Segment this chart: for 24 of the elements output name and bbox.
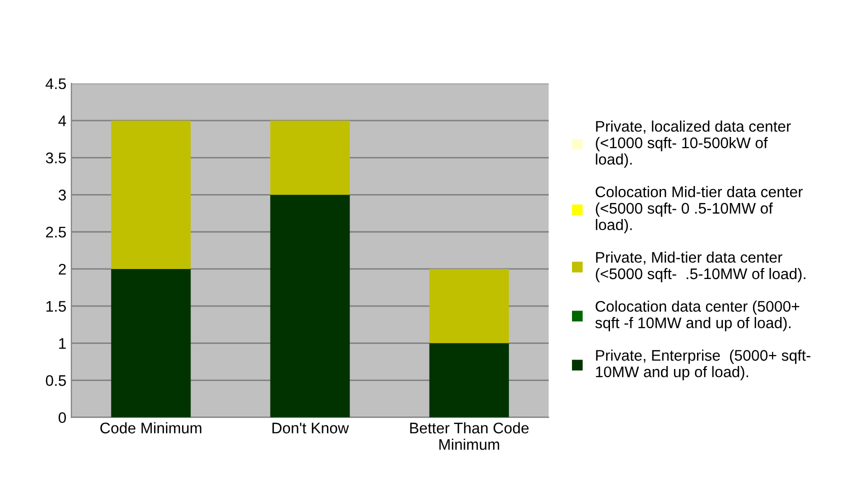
legend-label: Colocation data center (5000+ sqft -f 10MW and up of load). <box>595 300 800 332</box>
bar <box>429 268 509 344</box>
bar <box>270 194 350 418</box>
x-tick-label: Don't Know <box>272 422 349 434</box>
bar <box>111 268 191 418</box>
y-tick-label: 2 <box>58 264 66 275</box>
y-tick-label: 1 <box>59 338 66 349</box>
y-tick-label: 2.5 <box>46 226 66 238</box>
y-tick-label: 3.5 <box>46 152 66 164</box>
x-tick-label: Code Minimum <box>100 422 202 434</box>
y-tick-label: 3 <box>58 190 66 200</box>
legend-label: Private, Mid-tier data center (<5000 sqft- .5-10MW of load). <box>596 252 806 282</box>
legend-label: Private, localized data center (<1000 sqft- 10-500kW of load). <box>596 120 791 168</box>
bar <box>111 120 191 269</box>
y-tick-label: 0.5 <box>46 375 66 386</box>
bar <box>429 343 509 418</box>
x-tick-label: Better Than Code Minimum <box>410 422 529 450</box>
bar <box>270 120 350 195</box>
y-tick-label: 4.5 <box>46 78 66 90</box>
legend-label: Private, Enterprise (5000+ sqft- 10MW and up of load). <box>596 350 810 380</box>
y-tick-label: 0 <box>58 412 66 424</box>
y-tick-label: 1.5 <box>46 301 66 312</box>
y-tick-label: 4 <box>58 116 66 126</box>
legend-label: Colocation Mid-tier data center (<5000 sqft- 0 .5-10MW of load). <box>596 186 803 234</box>
